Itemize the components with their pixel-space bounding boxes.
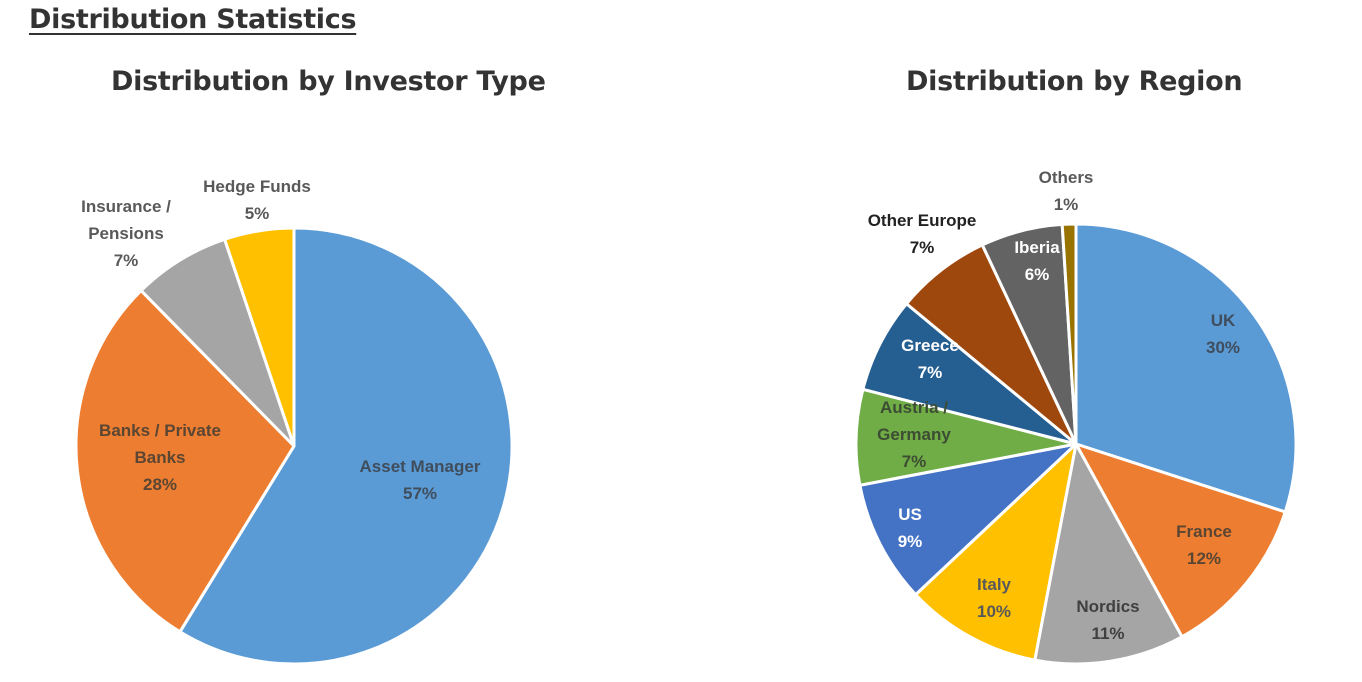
region-label-uk: UK 30% [1206,311,1240,357]
region-label-nordics: Nordics 11% [1076,597,1139,643]
investor-slice-insurance-pensions [139,237,296,448]
investor-slices [74,226,514,666]
region-slice-others [1060,222,1078,446]
investor-label-insurance-pensions: Insurance / Pensions 7% [81,197,171,270]
region-label-others: Others 1% [1039,168,1094,214]
region-label-iberia: Iberia 6% [1014,238,1060,284]
region-label-other-europe: Other Europe 7% [868,211,977,257]
investor-slice-asset-manager [178,226,514,666]
region-labels: UK 30% France 12% Nordics 11% Italy 10% US 9% Aust… [868,168,1240,643]
section-title: Distribution Statistics [29,4,357,35]
region-label-us: US 9% [898,505,923,551]
region-chart-title: Distribution by Region [906,66,1243,97]
investor-labels: Asset Manager 57% Banks / Private Banks 28% I… [81,177,481,503]
region-slice-nordics [1033,442,1184,666]
region-slice-italy [914,442,1078,662]
region-label-austria-germany: Austria / Germany 7% [877,398,951,471]
region-label-italy: Italy 10% [977,575,1012,621]
region-slice-france [1074,442,1287,639]
investor-label-hedge-funds: Hedge Funds 5% [203,177,311,223]
investor-label-banks-private-banks: Banks / Private Banks 28% [99,421,221,494]
investor-label-asset-manager: Asset Manager 57% [360,457,481,503]
region-label-greece: Greece 7% [901,336,959,382]
investor-type-chart-title: Distribution by Investor Type [111,66,546,97]
region-slice-uk [1074,222,1298,514]
investor-slice-hedge-funds [223,226,296,448]
region-slices [854,222,1298,666]
region-label-france: France 12% [1176,522,1232,568]
region-slice-us [858,442,1078,597]
investor-slice-banks-private-banks [74,289,296,634]
